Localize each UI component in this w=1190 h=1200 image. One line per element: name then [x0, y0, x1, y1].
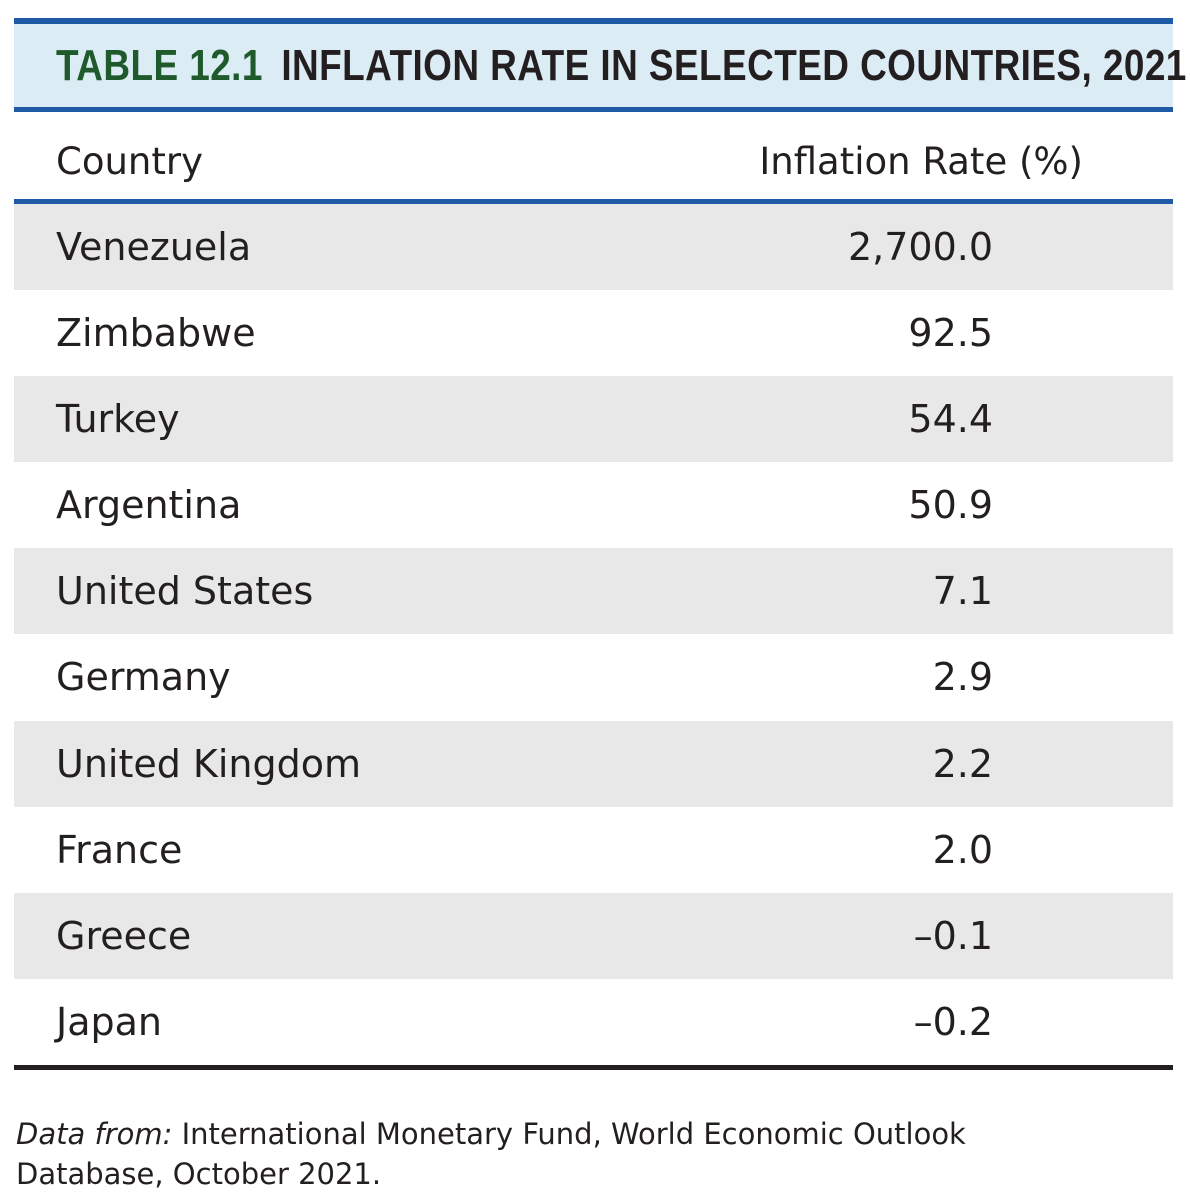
table-row: United States 7.1 — [14, 548, 1173, 635]
country-cell: Turkey — [56, 397, 180, 442]
country-cell: Venezuela — [56, 225, 252, 269]
country-cell: United States — [56, 569, 314, 614]
country-cell: Japan — [56, 999, 162, 1044]
table-bottom-rule — [14, 1065, 1173, 1070]
country-cell: Germany — [56, 655, 231, 700]
inflation-rate-cell: 2.0 — [932, 827, 993, 872]
country-cell: Zimbabwe — [56, 311, 256, 356]
table-row: Venezuela 2,700.0 — [14, 204, 1173, 291]
inflation-rate-cell: 50.9 — [908, 483, 993, 528]
country-cell: Argentina — [56, 483, 242, 528]
inflation-rate-cell: 92.5 — [908, 311, 993, 356]
inflation-rate-cell: 54.4 — [908, 397, 993, 442]
table-row: Germany 2.9 — [14, 634, 1173, 720]
table-row: Zimbabwe 92.5 — [14, 290, 1173, 376]
table-title-text: INFLATION RATE IN SELECTED COUNTRIES, 20… — [281, 40, 1187, 90]
table-row: United Kingdom 2.2 — [14, 720, 1173, 807]
source-label: Data from: — [16, 1117, 173, 1151]
table-row: Argentina 50.9 — [14, 462, 1173, 548]
table-row: Japan –0.2 — [14, 979, 1173, 1065]
inflation-rate-cell: 7.1 — [932, 569, 993, 614]
inflation-rate-cell: 2.2 — [932, 741, 993, 786]
table-row: Turkey 54.4 — [14, 376, 1173, 463]
column-header-inflation-rate: Inflation Rate (%) — [759, 140, 1083, 183]
table-row: Greece –0.1 — [14, 892, 1173, 979]
source-text: International Monetary Fund, World Econo… — [16, 1117, 966, 1191]
table-row: France 2.0 — [14, 807, 1173, 893]
inflation-rate-cell: –0.2 — [913, 999, 993, 1044]
table-number: TABLE 12.1 — [56, 40, 263, 90]
country-cell: United Kingdom — [56, 741, 362, 786]
source-note: Data from: International Monetary Fund, … — [16, 1114, 1016, 1194]
inflation-rate-cell: 2.9 — [932, 655, 993, 700]
column-header-country: Country — [56, 140, 203, 183]
table-header-row: Country Inflation Rate (%) — [14, 118, 1173, 204]
table-title-band: TABLE 12.1 INFLATION RATE IN SELECTED COU… — [14, 18, 1186, 112]
table-title: TABLE 12.1 INFLATION RATE IN SELECTED COU… — [56, 41, 1187, 91]
inflation-rate-cell: –0.1 — [913, 913, 993, 958]
inflation-rate-cell: 2,700.0 — [847, 225, 993, 269]
table-body: Venezuela 2,700.0 Zimbabwe 92.5 Turkey 5… — [14, 204, 1173, 1065]
country-cell: Greece — [56, 913, 192, 958]
country-cell: France — [56, 827, 183, 872]
